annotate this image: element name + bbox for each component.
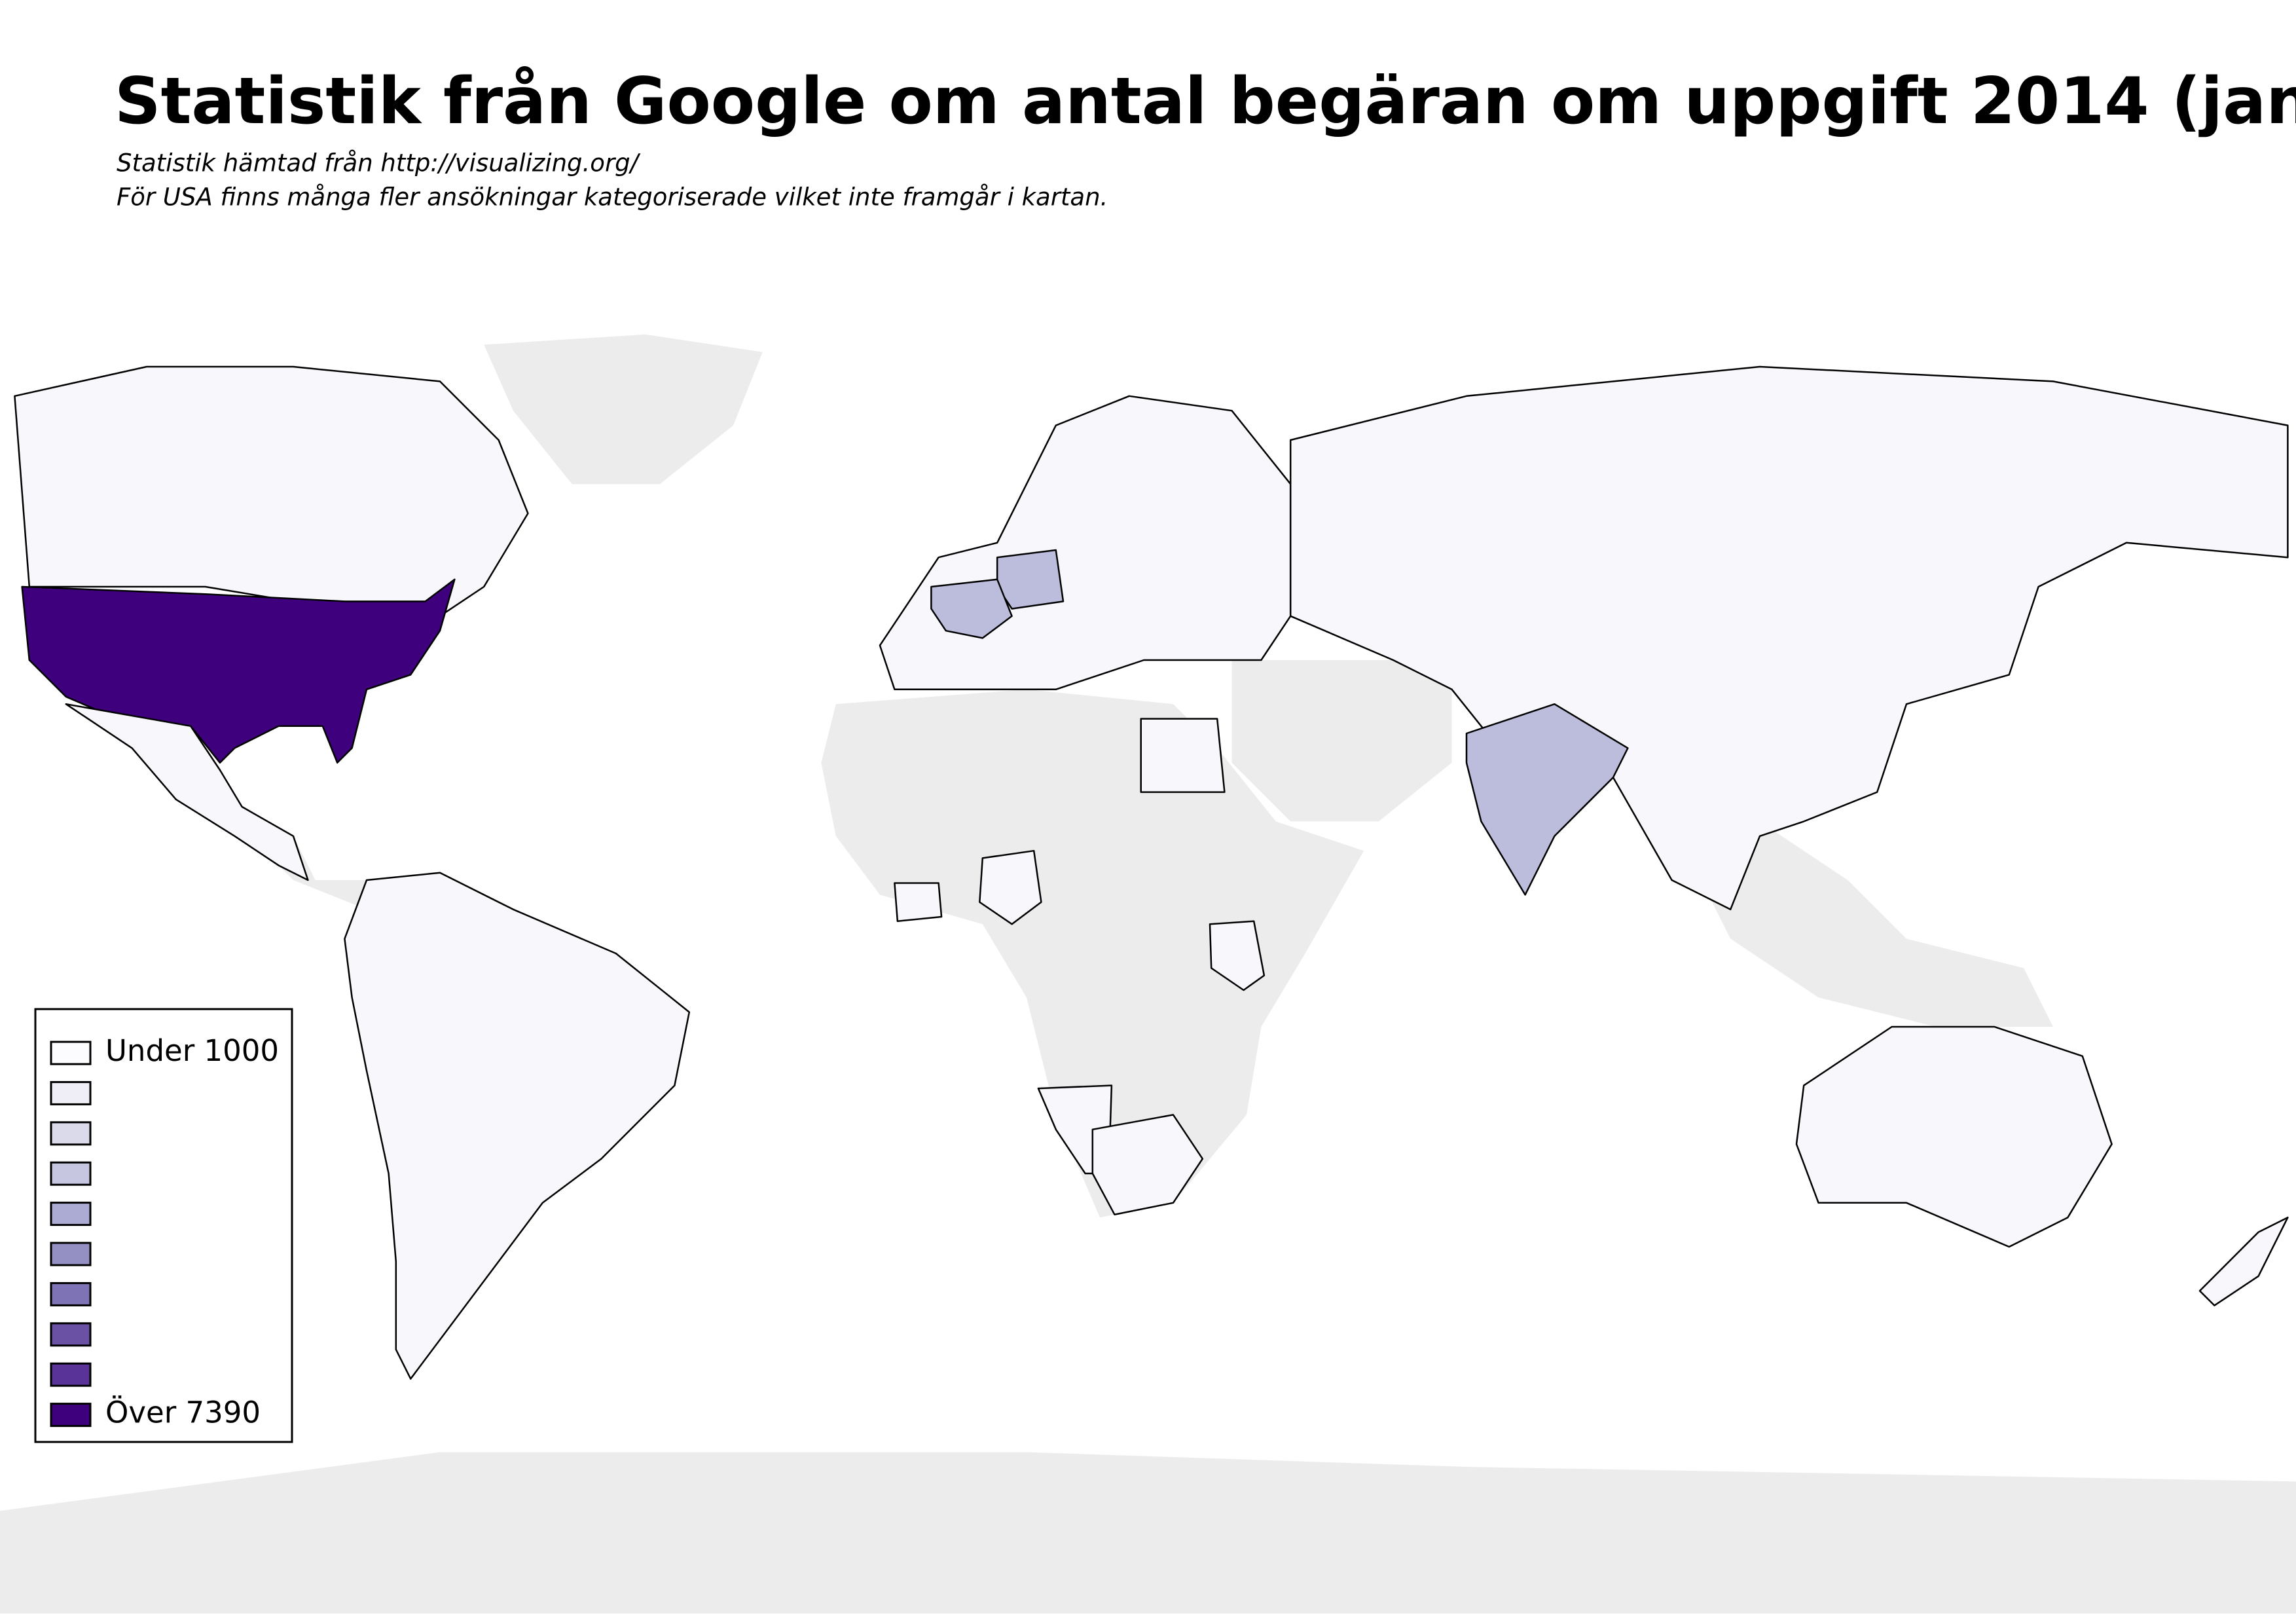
ghana <box>894 883 941 921</box>
south-america <box>344 873 689 1379</box>
legend-label: Över 7390 <box>105 1395 261 1430</box>
legend-swatch <box>50 1161 92 1186</box>
legend: Under 1000 Över 7390 <box>50 1033 279 1430</box>
greenland <box>484 334 763 485</box>
middle-east <box>1231 660 1452 822</box>
kenya <box>1210 921 1264 990</box>
antarctica <box>0 1452 2296 1614</box>
germany <box>997 550 1063 609</box>
nigeria <box>979 851 1041 924</box>
australia <box>1796 1027 2112 1247</box>
legend-swatch <box>50 1242 92 1266</box>
legend-swatch <box>50 1362 92 1387</box>
france <box>931 580 1011 638</box>
southeast-asia <box>1671 821 2053 1027</box>
south-africa <box>1093 1115 1203 1214</box>
legend-swatch <box>50 1282 92 1306</box>
legend-swatch <box>50 1202 92 1227</box>
canada <box>14 367 528 631</box>
legend-swatch <box>50 1041 92 1065</box>
africa <box>821 689 1364 1218</box>
legend-label: Under 1000 <box>105 1033 279 1068</box>
europe <box>880 396 1290 690</box>
legend-swatch <box>50 1080 92 1105</box>
india <box>1467 704 1628 895</box>
legend-swatch <box>50 1403 92 1428</box>
legend-swatch <box>50 1322 92 1347</box>
egypt <box>1141 719 1225 792</box>
new-zealand <box>2200 1217 2287 1305</box>
legend-swatch <box>50 1121 92 1146</box>
mexico <box>66 704 308 880</box>
world-map <box>0 334 2296 1614</box>
asia <box>1290 367 2287 910</box>
title: Statistik från Google om antal begäran o… <box>115 64 2296 139</box>
usa <box>22 580 455 763</box>
subtitle: För USA finns många fler ansökningar kat… <box>117 183 1108 212</box>
subtitle: Statistik hämtad från http://visualizing… <box>117 149 641 177</box>
